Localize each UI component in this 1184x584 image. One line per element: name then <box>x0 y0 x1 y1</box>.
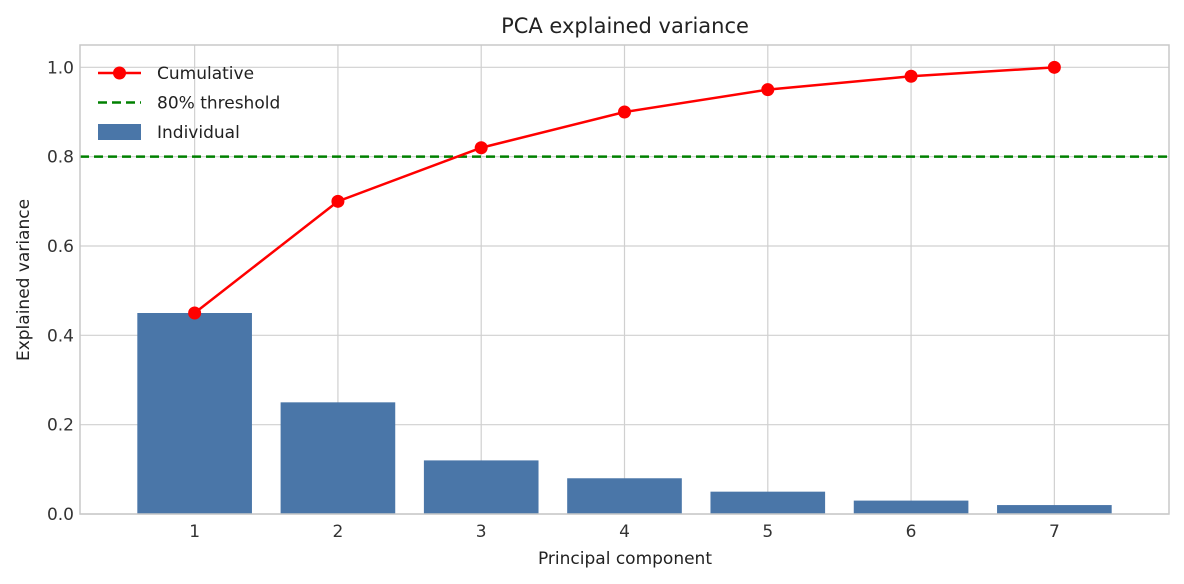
axes-border <box>79 44 1170 515</box>
cumulative-point-6 <box>904 69 918 83</box>
cumulative-series <box>188 60 1061 320</box>
y-tick-label: 0.6 <box>47 237 74 257</box>
y-tick-label: 0.4 <box>47 326 74 346</box>
chart-title: PCA explained variance <box>501 14 749 38</box>
x-tick-label: 5 <box>762 522 773 542</box>
x-axis-label: Principal component <box>538 549 712 569</box>
cumulative-point-2 <box>331 194 345 208</box>
legend-label: Cumulative <box>157 64 254 84</box>
bar-7 <box>997 505 1112 514</box>
cumulative-point-5 <box>761 83 775 97</box>
legend-label: Individual <box>157 123 240 143</box>
bar-4 <box>567 478 682 514</box>
y-axis-label: Explained variance <box>14 199 34 361</box>
y-tick-label: 0.0 <box>47 505 74 525</box>
y-tick-label: 0.8 <box>47 148 74 168</box>
x-tick-labels: 1 2 3 4 5 6 7 <box>189 522 1060 542</box>
bar-5 <box>710 491 826 514</box>
cumulative-point-3 <box>474 141 488 155</box>
y-tick-label: 0.2 <box>47 416 74 436</box>
cumulative-point-1 <box>188 306 202 320</box>
x-tick-label: 4 <box>619 522 630 542</box>
x-tick-label: 2 <box>333 522 344 542</box>
legend-label: 80% threshold <box>157 94 280 114</box>
y-tick-label: 1.0 <box>47 58 74 78</box>
legend-marker-cumulative <box>113 66 126 80</box>
legend-swatch-individual <box>98 124 141 140</box>
x-tick-label: 6 <box>906 522 917 542</box>
axes-frame <box>79 44 1170 515</box>
x-tick-label: 3 <box>476 522 487 542</box>
x-tick-label: 1 <box>189 522 200 542</box>
legend: Cumulative 80% threshold Individual <box>98 64 280 143</box>
bar-3 <box>423 460 539 514</box>
x-tick-label: 7 <box>1049 522 1060 542</box>
bar-1 <box>137 313 252 514</box>
bar-2 <box>280 402 396 514</box>
cumulative-point-7 <box>1047 60 1061 74</box>
cumulative-point-4 <box>618 105 631 119</box>
bar-series <box>137 313 1112 514</box>
bar-6 <box>853 500 969 514</box>
y-tick-labels: 0.0 0.2 0.4 0.6 0.8 1.0 <box>47 58 74 525</box>
